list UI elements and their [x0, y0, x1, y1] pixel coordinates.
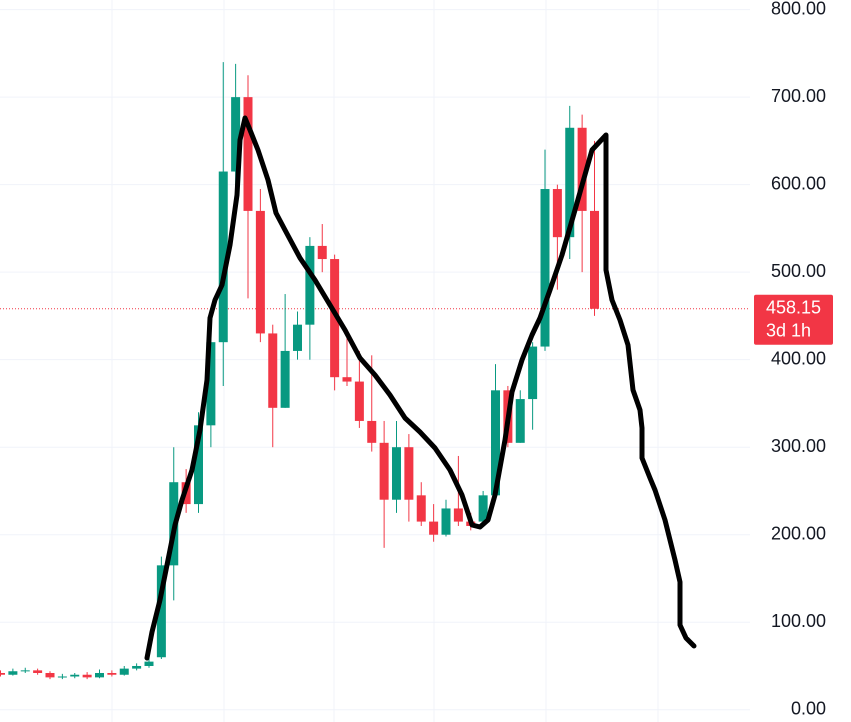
candle-body — [82, 674, 92, 678]
price-tag-value: 458.15 — [766, 298, 821, 318]
candle-body — [305, 245, 315, 325]
candles — [0, 62, 599, 680]
candle-body — [491, 390, 500, 496]
candle-body — [95, 672, 104, 678]
candle-body — [20, 670, 30, 672]
grid — [0, 9, 750, 711]
y-tick-label: 0.00 — [791, 698, 826, 718]
candle-body — [404, 447, 414, 500]
candle-body — [367, 420, 377, 443]
candle-body — [416, 495, 426, 522]
candle-body — [243, 97, 253, 211]
candle-body — [268, 333, 278, 408]
candle-body — [206, 342, 216, 426]
candle-body — [342, 377, 352, 382]
y-tick-label: 500.00 — [771, 261, 826, 281]
candle-body — [144, 661, 154, 666]
y-tick-label: 800.00 — [771, 0, 826, 18]
price-axis: 800.00 700.00 600.00 500.00 400.00 300.00 200.… — [754, 0, 833, 718]
candle-body — [107, 672, 117, 675]
y-tick-label: 400.00 — [771, 348, 826, 368]
drawn-line — [144, 115, 697, 661]
candle-body — [156, 565, 166, 658]
price-tag — [754, 294, 833, 345]
candle-body — [330, 259, 340, 378]
candle-body — [552, 189, 562, 238]
countdown: 3d 1h — [766, 321, 811, 341]
candle-body — [392, 447, 401, 500]
candle-body — [0, 672, 5, 675]
candle-body — [515, 399, 525, 443]
candle-body — [577, 127, 587, 211]
candle-body — [70, 674, 80, 677]
candle-body — [45, 672, 55, 678]
y-tick-label: 200.00 — [771, 523, 826, 543]
candle-body — [354, 381, 364, 421]
candle-body — [231, 97, 241, 172]
time-grid — [111, 0, 659, 722]
candle-body — [132, 665, 142, 669]
candle-body — [255, 210, 265, 334]
candle-body — [429, 521, 439, 535]
y-tick-label: 600.00 — [771, 173, 826, 193]
candle-body — [293, 324, 302, 351]
candle-body — [194, 425, 203, 505]
candle-body — [317, 245, 327, 260]
y-tick-label: 100.00 — [771, 611, 826, 631]
candle-body — [218, 171, 228, 343]
candle-body — [280, 350, 290, 408]
candle-body — [478, 495, 488, 522]
y-tick-label: 700.00 — [771, 86, 826, 106]
candle-body — [528, 346, 538, 400]
candle-body — [441, 508, 451, 535]
y-tick-label: 300.00 — [771, 436, 826, 456]
candle-body — [565, 127, 575, 238]
candle-body — [33, 670, 43, 673]
candle-body — [379, 442, 389, 500]
candle-body — [540, 189, 550, 347]
candle-body — [8, 671, 18, 675]
candle-body — [119, 668, 129, 675]
candle-body — [590, 210, 599, 309]
candle-body — [453, 508, 463, 522]
candle-body — [57, 676, 67, 678]
